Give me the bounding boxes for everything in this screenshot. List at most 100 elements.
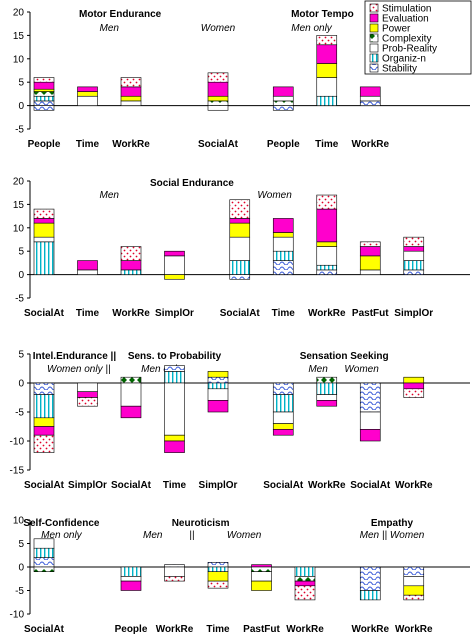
bar-segment-org: [207, 382, 229, 390]
bar-segment-power: [316, 63, 338, 78]
y-tick-label: 20: [13, 8, 25, 19]
chart-panel-3: -15 -10 -5 0 5 Intel.Endurance || Sens. to Pro…: [10, 350, 470, 491]
bar-segment-comp: [33, 91, 55, 97]
y-tick-label: -5: [15, 408, 24, 419]
legend-label: Stimulation: [382, 4, 431, 15]
stacked-bar: [316, 376, 338, 407]
panel-note: Women only ||: [47, 364, 111, 375]
chart-panel-4: -10 -5 0 5 10 Self-Confidence Neuroticism Empat…: [10, 516, 470, 635]
y-tick-label: -10: [10, 437, 25, 448]
stacked-bar: [229, 199, 251, 280]
category-label: WorkRe: [395, 624, 433, 635]
bar-segment-org: [316, 264, 338, 271]
bar-segment-eval: [207, 81, 229, 97]
category-label: Time: [76, 139, 100, 150]
bar-segment-prob: [164, 382, 185, 436]
category-label: SocialAt: [263, 480, 304, 491]
bar-segment-prob: [33, 538, 55, 549]
bar-segment-stim: [229, 199, 251, 219]
bar-segment-stim: [33, 208, 55, 219]
bar-segment-prob: [164, 566, 185, 577]
category-label: SocialAt: [220, 308, 261, 319]
category-label: Time: [206, 624, 230, 635]
category-label: SocialAt: [24, 308, 65, 319]
bar-segment-power: [164, 434, 185, 442]
bar-segment-power: [229, 222, 251, 238]
y-tick-label: 0: [18, 563, 24, 574]
legend-label: Organiz-n: [382, 54, 426, 65]
stacked-bar: [316, 35, 338, 106]
legend-item-org: Organiz-n: [369, 53, 426, 65]
stacked-bar: [251, 564, 272, 591]
stacked-bar: [316, 194, 338, 275]
bar-segment-org: [316, 95, 338, 106]
legend-label: Prob-Reality: [382, 44, 437, 55]
bar-segment-org: [272, 394, 294, 413]
stacked-bar: [77, 260, 98, 275]
legend-swatch: [369, 43, 379, 53]
bar-segment-stab: [164, 564, 185, 568]
panel-note: Men: [100, 23, 120, 34]
stacked-bar: [272, 218, 294, 275]
panel-note: Men: [308, 364, 328, 375]
bar-segment-power: [272, 232, 294, 238]
chart-panel-1: -5 0 5 10 15 20 Motor Endurance Motor Tempo Men W…: [13, 8, 470, 150]
bar-segment-org: [316, 382, 338, 395]
bar-segment-power: [403, 376, 425, 384]
bar-segment-org: [229, 260, 251, 275]
bar-segment-power: [33, 222, 55, 238]
bar-segment-eval: [77, 391, 98, 398]
bar-segment-eval: [272, 429, 294, 436]
legend-swatch: [369, 53, 379, 63]
stacked-bar: [359, 566, 381, 601]
bar-segment-stim: [316, 35, 338, 46]
bar-segment-stab: [359, 382, 381, 413]
chart-panel-2: -5 0 5 10 15 20 Social Endurance Men Women Social…: [13, 177, 470, 319]
stacked-bar: [164, 564, 185, 582]
bar-segment-org: [33, 394, 55, 419]
legend-swatch: [369, 23, 379, 33]
bar-segment-eval: [316, 400, 338, 407]
legend-swatch: [369, 63, 379, 73]
legend-label: Evaluation: [382, 14, 429, 25]
bar-segment-stab: [403, 269, 425, 275]
bar-segment-power: [164, 274, 185, 280]
stacked-bar: [164, 250, 185, 280]
bar-segment-stim: [164, 576, 185, 582]
bar-segment-stim: [403, 236, 425, 247]
panel-note: Men only: [291, 23, 333, 34]
bar-segment-prob: [316, 77, 338, 97]
bar-segment-stim: [207, 72, 229, 83]
stacked-bar: [207, 561, 229, 589]
bar-segment-power: [77, 91, 98, 97]
stacked-bar: [164, 365, 185, 453]
panel-note: Women: [257, 190, 292, 201]
y-tick-label: 0: [18, 379, 24, 390]
stacked-bar: [33, 77, 55, 111]
stacked-bar: [359, 86, 381, 106]
stacked-bar: [33, 382, 55, 453]
panel-note: Women: [344, 364, 379, 375]
bar-segment-eval: [33, 81, 55, 90]
panel-title: Intel.Endurance ||: [33, 351, 117, 362]
bar-segment-power: [207, 95, 229, 102]
bar-segment-power: [207, 371, 229, 378]
bar-segment-eval: [120, 580, 142, 591]
stacked-bar: [403, 376, 425, 398]
category-label: Time: [272, 308, 296, 319]
bar-segment-org: [33, 547, 55, 558]
bar-segment-power: [316, 241, 338, 247]
bar-segment-stim: [359, 241, 381, 247]
stacked-bar: [120, 566, 142, 591]
category-label: WorkRe: [351, 139, 389, 150]
y-tick-label: -10: [10, 610, 25, 621]
category-label: People: [115, 624, 148, 635]
bar-segment-stim: [403, 594, 425, 601]
bar-segment-comp: [294, 576, 316, 582]
stacked-bar: [294, 566, 316, 601]
bar-segment-power: [272, 423, 294, 430]
category-label: WorkRe: [156, 624, 194, 635]
y-tick-label: 10: [13, 54, 25, 65]
stacked-bar: [33, 208, 55, 275]
bar-segment-stim: [294, 585, 316, 601]
